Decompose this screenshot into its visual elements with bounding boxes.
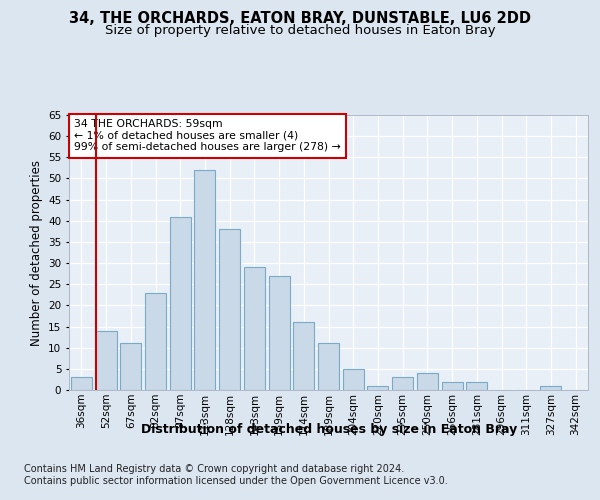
- Bar: [541, 386, 562, 390]
- Text: 34, THE ORCHARDS, EATON BRAY, DUNSTABLE, LU6 2DD: 34, THE ORCHARDS, EATON BRAY, DUNSTABLE,…: [69, 11, 531, 26]
- Text: Contains HM Land Registry data © Crown copyright and database right 2024.: Contains HM Land Registry data © Crown c…: [24, 464, 404, 474]
- Text: Contains public sector information licensed under the Open Government Licence v3: Contains public sector information licen…: [24, 476, 448, 486]
- Bar: [95, 331, 116, 390]
- Bar: [219, 229, 240, 390]
- Bar: [367, 386, 388, 390]
- Bar: [244, 268, 265, 390]
- Text: 34 THE ORCHARDS: 59sqm
← 1% of detached houses are smaller (4)
99% of semi-detac: 34 THE ORCHARDS: 59sqm ← 1% of detached …: [74, 119, 341, 152]
- Bar: [343, 369, 364, 390]
- Bar: [170, 216, 191, 390]
- Bar: [466, 382, 487, 390]
- Bar: [392, 378, 413, 390]
- Bar: [194, 170, 215, 390]
- Text: Size of property relative to detached houses in Eaton Bray: Size of property relative to detached ho…: [104, 24, 496, 37]
- Bar: [417, 373, 438, 390]
- Bar: [71, 378, 92, 390]
- Bar: [145, 292, 166, 390]
- Text: Distribution of detached houses by size in Eaton Bray: Distribution of detached houses by size …: [140, 422, 517, 436]
- Bar: [293, 322, 314, 390]
- Y-axis label: Number of detached properties: Number of detached properties: [29, 160, 43, 346]
- Bar: [269, 276, 290, 390]
- Bar: [442, 382, 463, 390]
- Bar: [318, 344, 339, 390]
- Bar: [120, 344, 141, 390]
